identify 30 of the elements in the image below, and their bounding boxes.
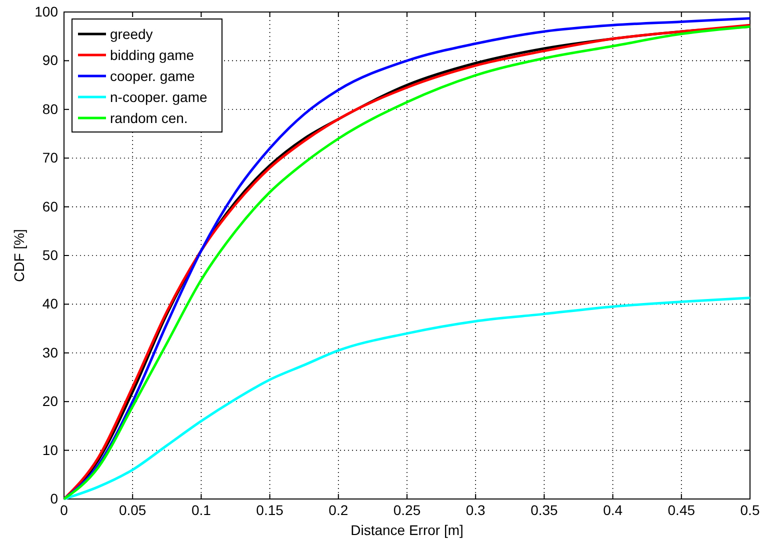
y-tick-label: 50 — [42, 246, 58, 263]
x-tick-label: 0.05 — [118, 502, 146, 518]
line-series — [62, 296, 752, 500]
y-tick-label: 0 — [50, 490, 58, 506]
x-tick-label: 0.35 — [530, 502, 558, 518]
x-tick-label: 0.1 — [191, 502, 212, 518]
x-axis-title: Distance Error [m] — [350, 522, 464, 538]
x-tick-label: 0.25 — [393, 502, 421, 518]
x-tick-label: 0.3 — [466, 502, 486, 518]
y-tick-label: 70 — [42, 150, 58, 166]
y-tick-label: 40 — [42, 296, 58, 312]
x-tick-label: 0.15 — [256, 502, 284, 518]
x-tick-label: 0 — [60, 502, 68, 518]
y-tick-label: 60 — [42, 198, 58, 214]
legend-label: cooper. game — [110, 68, 196, 84]
y-tick-label: 100 — [34, 3, 58, 20]
y-tick-label: 10 — [42, 442, 58, 458]
legend-label: greedy — [110, 26, 153, 42]
x-tick-label: 0.4 — [603, 502, 623, 518]
x-tick-label: 0.5 — [740, 502, 760, 518]
legend-label: bidding game — [110, 47, 194, 63]
x-tick-label: 0.2 — [328, 502, 348, 518]
y-tick-label: 90 — [42, 52, 58, 68]
y-tick-label: 80 — [42, 100, 58, 117]
x-tick-label: 0.45 — [668, 502, 696, 518]
legend-label: n-cooper. game — [110, 89, 208, 105]
y-tick-label: 30 — [42, 344, 58, 360]
y-tick-label: 20 — [42, 393, 58, 410]
y-axis-title: CDF [%] — [11, 229, 27, 282]
legend-label: random cen. — [110, 110, 188, 126]
